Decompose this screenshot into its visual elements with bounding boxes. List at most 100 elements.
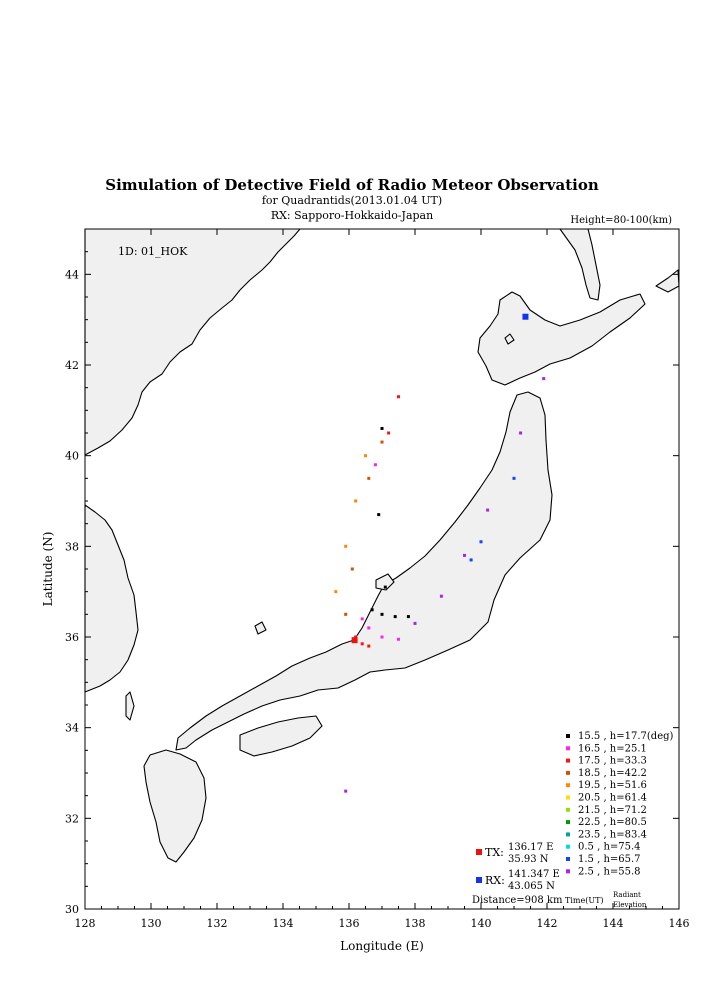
legend-entry: 20.5 , h=61.4	[578, 793, 647, 804]
meteor-point	[367, 626, 371, 630]
rx-longitude: 141.347 E	[508, 869, 560, 880]
legend-entry: 16.5 , h=25.1	[578, 743, 647, 754]
tx-longitude: 136.17 E	[508, 842, 553, 853]
meteor-point	[354, 635, 358, 639]
land-masses	[84, 228, 680, 863]
shikoku-island	[239, 715, 323, 757]
meteor-point	[463, 553, 466, 557]
sakhalin-island	[559, 228, 601, 301]
meteor-point	[439, 594, 443, 598]
meteor-point	[413, 621, 417, 625]
meteor-point	[373, 463, 377, 467]
chart-subtitle-2: RX: Sapporo-Hokkaido-Japan	[271, 209, 433, 222]
legend-swatch	[566, 844, 570, 849]
asian-continent	[84, 228, 301, 456]
legend-entry: 17.5 , h=33.3	[578, 756, 647, 767]
meteor-point	[486, 508, 490, 512]
x-tick-label: 142	[537, 917, 558, 930]
y-tick-label: 38	[65, 540, 79, 553]
korea-peninsula	[84, 504, 139, 693]
meteor-point	[393, 615, 397, 619]
legend-swatch	[566, 734, 570, 738]
x-tick-label: 136	[339, 917, 360, 930]
x-tick-label: 134	[273, 917, 294, 930]
y-tick-label: 42	[65, 359, 79, 372]
sado-island	[375, 573, 395, 591]
meteor-point	[519, 431, 523, 435]
meteor-point	[367, 644, 371, 648]
tx-legend-swatch	[476, 849, 482, 855]
y-tick-label: 34	[65, 722, 79, 735]
y-tick-label: 32	[65, 812, 79, 825]
station-id-label: 1D: 01_HOK	[118, 245, 188, 258]
meteor-point	[387, 431, 391, 435]
meteor-point	[380, 612, 384, 616]
legend-entry: 1.5 , h=65.7	[578, 854, 641, 865]
y-tick-label: 36	[65, 631, 79, 644]
meteor-point	[360, 642, 364, 646]
y-tick-label: 40	[65, 450, 79, 463]
meteor-point	[344, 612, 348, 616]
x-tick-label: 146	[669, 917, 690, 930]
legend-swatch	[566, 746, 570, 751]
distance-label: Distance=908 km	[472, 895, 563, 906]
legend-swatch	[566, 770, 570, 775]
legend-elevation-label: Elevation	[613, 901, 647, 909]
legend-entry: 23.5 , h=83.4	[578, 829, 647, 840]
meteor-point	[354, 499, 358, 503]
x-tick-label: 144	[603, 917, 624, 930]
legend-time-label: Time(UT)	[565, 896, 604, 905]
honshu-island	[175, 391, 553, 751]
x-tick-label: 138	[405, 917, 426, 930]
chart-subtitle-1: for Quadrantids(2013.01.04 UT)	[262, 194, 442, 207]
meteor-point	[542, 377, 546, 381]
rx-legend-swatch	[476, 877, 482, 883]
legend-entry: 0.5 , h=75.4	[578, 842, 641, 853]
oki-island	[254, 621, 267, 635]
legend-swatch	[566, 869, 570, 874]
tx-latitude: 35.93 N	[508, 854, 549, 865]
meteor-point	[406, 615, 410, 619]
meteor-point	[383, 585, 387, 589]
meteor-point	[364, 454, 367, 458]
x-tick-label: 132	[207, 917, 228, 930]
meteor-point	[512, 476, 516, 480]
meteor-point	[344, 544, 348, 548]
legend-entry: 19.5 , h=51.6	[578, 780, 647, 791]
meteor-point	[380, 440, 384, 444]
hokkaido-island	[477, 291, 646, 386]
x-axis: 128 130 132 134 136 138 140 142 144 146	[75, 229, 690, 930]
legend-entry: 15.5 , h=17.7(deg)	[578, 731, 674, 742]
meteor-point	[370, 608, 374, 612]
x-tick-label: 128	[75, 917, 96, 930]
legend-entry: 18.5 , h=42.2	[578, 768, 647, 779]
legend-swatch	[566, 832, 570, 837]
x-axis-label: Longitude (E)	[340, 939, 424, 953]
tsushima-island	[125, 691, 135, 721]
height-label: Height=80-100(km)	[570, 215, 672, 226]
legend-swatch	[566, 795, 570, 800]
y-tick-label: 30	[65, 903, 79, 916]
meteor-point	[377, 513, 381, 517]
meteor-point	[367, 476, 371, 480]
tx-label: TX:	[485, 846, 504, 859]
kyushu-island	[143, 749, 207, 863]
legend-swatch	[566, 807, 570, 812]
tx-station-marker	[351, 637, 358, 644]
legend-entry: 22.5 , h=80.5	[578, 817, 647, 828]
x-tick-label: 140	[471, 917, 492, 930]
hokkaido-rishiri	[504, 333, 515, 345]
legend-swatch	[566, 783, 570, 788]
y-tick-label: 44	[65, 268, 79, 281]
meteor-point	[350, 567, 354, 571]
meteor-point	[397, 637, 400, 641]
meteor-points	[334, 377, 546, 793]
x-tick-label: 130	[141, 917, 162, 930]
chart-title: Simulation of Detective Field of Radio M…	[105, 176, 599, 194]
rx-latitude: 43.065 N	[508, 881, 555, 892]
meteor-point	[344, 789, 348, 793]
y-axis-label: Latitude (N)	[41, 532, 55, 607]
legend-entry: 2.5 , h=55.8	[578, 866, 641, 877]
meteor-point	[380, 635, 384, 639]
